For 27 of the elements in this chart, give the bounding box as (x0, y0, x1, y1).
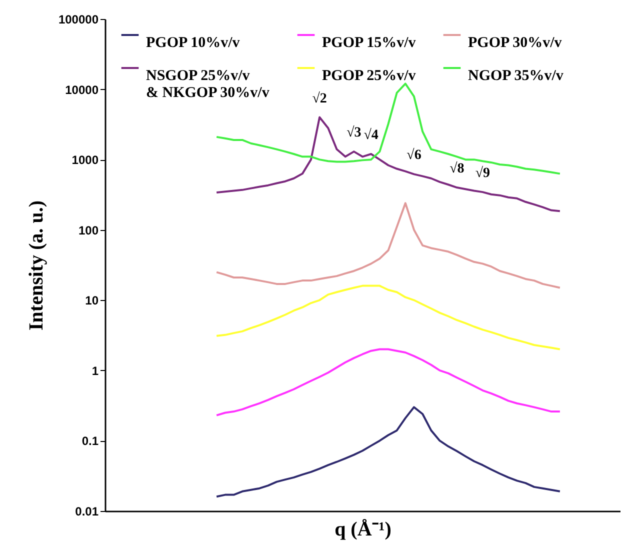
line-series (216, 348, 561, 416)
legend-label: PGOP 10%v/v (146, 35, 240, 51)
y-tick-label: 10 (85, 294, 99, 308)
legend-label: PGOP 30%v/v (468, 35, 562, 51)
legend-label: PGOP 15%v/v (322, 35, 416, 51)
y-tick-label: 100 (78, 223, 99, 238)
y-tick-label: 100000 (58, 12, 99, 26)
annotation: √2 (312, 90, 327, 106)
line-series (216, 406, 561, 498)
y-tick-label: 10000 (65, 82, 99, 97)
line-series (216, 284, 561, 350)
x-axis-title: q (Å⁻¹) (334, 518, 392, 540)
legend-label: NGOP 35%v/v (468, 68, 564, 84)
line-series (216, 202, 561, 289)
line-series (216, 116, 561, 212)
annotation: √6 (406, 147, 422, 164)
annotation: √4 (364, 127, 378, 144)
y-axis-title: Intensity (a. u.) (25, 200, 48, 331)
annotation: √3 (346, 124, 362, 141)
annotation: √9 (475, 165, 490, 182)
y-tick-label: 0.1 (82, 434, 99, 448)
annotation: √8 (450, 160, 464, 177)
legend-label: NSGOP 25%v/v & NKGOP 30%v/v (146, 68, 270, 101)
legend-label: PGOP 25%v/v (322, 68, 416, 84)
y-tick-label: 0.01 (75, 504, 99, 518)
y-tick-label: 1000 (72, 153, 99, 168)
y-tick-label: 1 (92, 364, 99, 378)
